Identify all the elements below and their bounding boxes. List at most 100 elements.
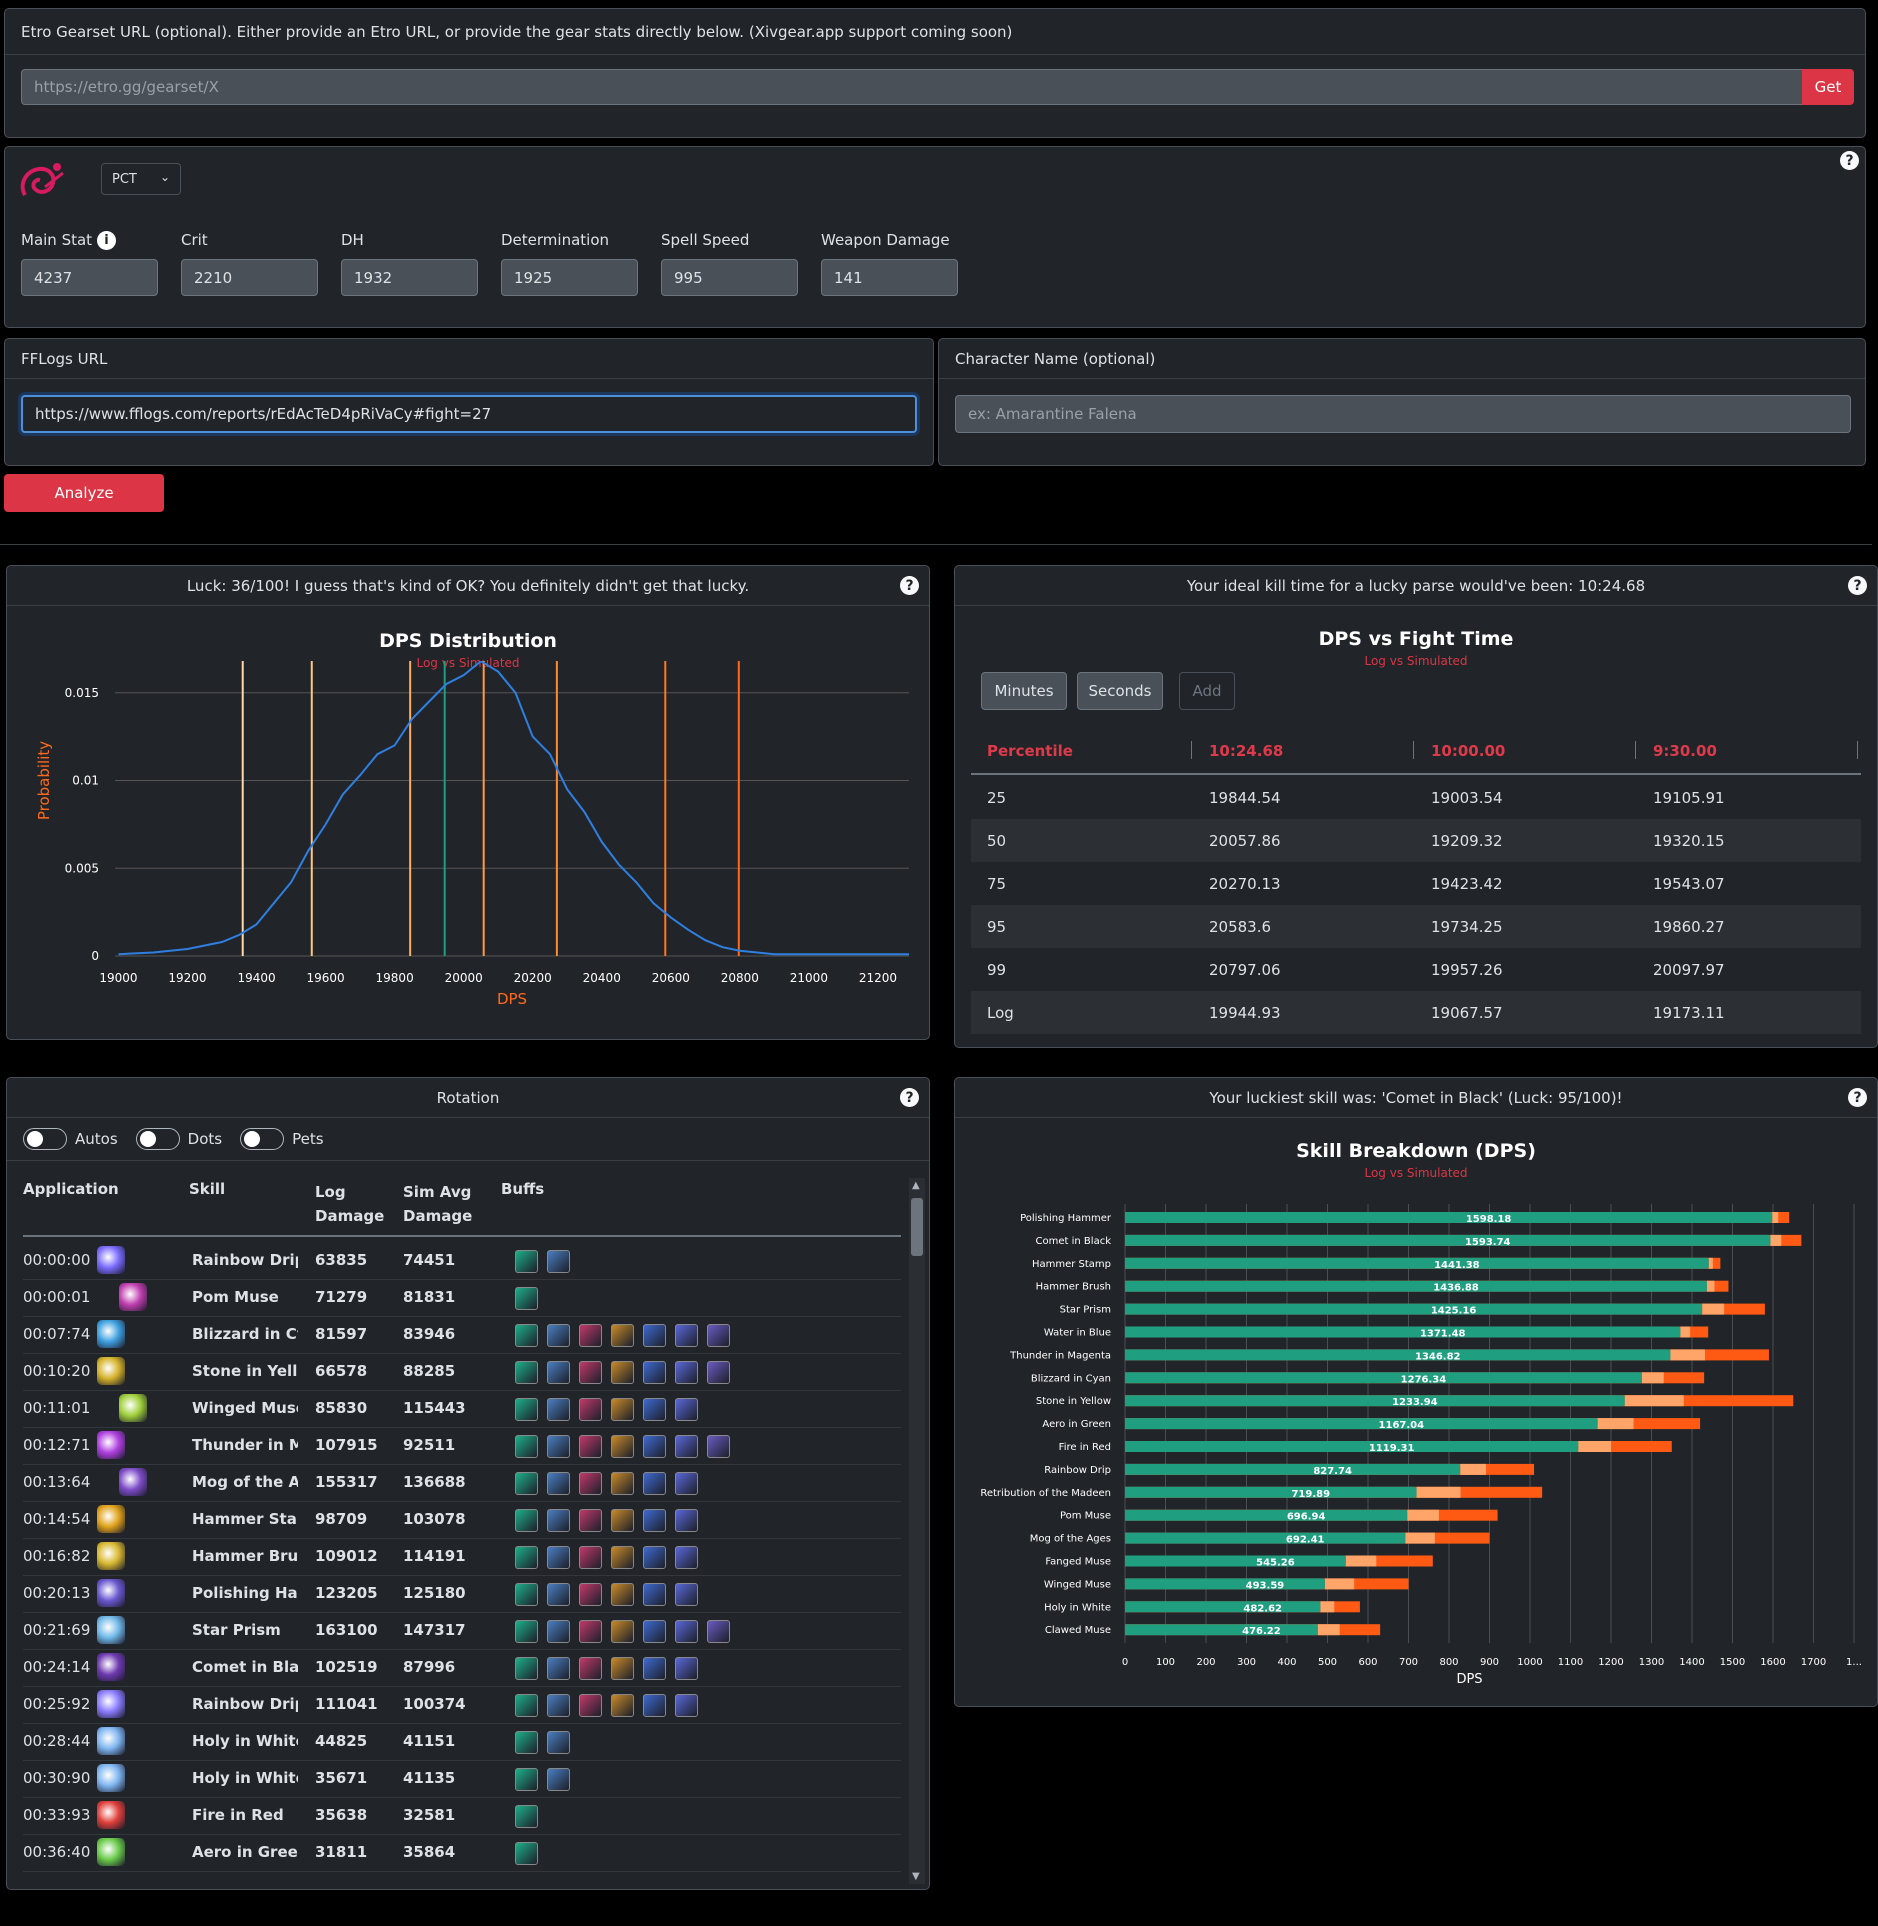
log-value-label: 1119.31: [1369, 1443, 1415, 1454]
percentile-cell: Log: [987, 1003, 1014, 1022]
rotation-row[interactable]: 00:25:92 Rainbow Drip 111041 100374: [23, 1686, 901, 1724]
dps-cell: 20797.06: [1209, 960, 1281, 979]
buff-icon: [547, 1398, 570, 1421]
time-cell: 00:33:93: [23, 1806, 91, 1824]
pets-toggle[interactable]: [240, 1128, 285, 1150]
character-label: Character Name (optional): [939, 339, 1865, 379]
weapon-damage-input[interactable]: 141: [821, 259, 958, 296]
rotation-row[interactable]: 00:28:44 Holy in White 44825 41151: [23, 1723, 901, 1761]
help-icon[interactable]: ?: [1840, 151, 1859, 170]
get-button[interactable]: Get: [1802, 69, 1854, 105]
seconds-button[interactable]: Seconds: [1077, 672, 1163, 710]
category-label: Hammer Stamp: [1032, 1259, 1111, 1270]
job-select[interactable]: PCT ⌄: [101, 163, 181, 195]
scrollbar-thumb[interactable]: [911, 1198, 923, 1256]
help-icon[interactable]: ?: [900, 576, 919, 595]
rotation-row[interactable]: 00:16:82 Hammer Brush 109012 114191: [23, 1538, 901, 1576]
simulated-bar-band: [1407, 1509, 1439, 1521]
rotation-row[interactable]: 00:20:13 Polishing Ham 123205 125180: [23, 1575, 901, 1613]
skill-name-cell: Thunder in Ma: [192, 1436, 298, 1454]
main-stat-input[interactable]: 4237: [21, 259, 158, 296]
buff-icon: [675, 1435, 698, 1458]
sim-damage-cell: 35864: [403, 1843, 456, 1861]
buff-icon: [579, 1509, 602, 1532]
autos-toggle[interactable]: [23, 1128, 67, 1150]
crit-input[interactable]: 2210: [181, 259, 318, 296]
log-value-label: 1425.16: [1431, 1306, 1477, 1317]
rotation-row[interactable]: 00:13:64 Mog of the Ag 155317 136688: [23, 1464, 901, 1502]
dps-distribution-chart: 00.0050.010.0150.02190001920019400196001…: [35, 661, 909, 1008]
table-row: 50 20057.86 19209.32 19320.15: [971, 819, 1861, 862]
buff-icon: [675, 1694, 698, 1717]
time-cell: 00:30:90: [23, 1769, 91, 1787]
determination-input[interactable]: 1925: [501, 259, 638, 296]
sim-damage-cell: 115443: [403, 1399, 466, 1417]
help-icon[interactable]: ?: [1848, 576, 1867, 595]
rotation-row[interactable]: 00:30:90 Holy in White 35671 41135: [23, 1760, 901, 1798]
rotation-row[interactable]: 00:14:54 Hammer Stamp 98709 103078: [23, 1501, 901, 1539]
col-divider: [1413, 741, 1414, 759]
percentile-cell: 95: [987, 917, 1007, 936]
weapon-damage-label: Weapon Damage: [821, 231, 950, 249]
time-cell: 00:13:64: [23, 1473, 91, 1491]
rotation-row[interactable]: 00:10:20 Stone in Yellov 66578 88285: [23, 1353, 901, 1391]
fflogs-url-input[interactable]: https://www.fflogs.com/reports/rEdAcTeD4…: [21, 395, 917, 433]
info-icon[interactable]: i: [97, 231, 116, 250]
dps-distribution-subtitle: Log vs Simulated: [416, 656, 520, 670]
time-cell: 00:00:01: [23, 1288, 91, 1306]
rotation-row[interactable]: 00:11:01 Winged Muse 85830 115443: [23, 1390, 901, 1428]
log-value-label: 827.74: [1313, 1466, 1352, 1477]
luck-header: Luck: 36/100! I guess that's kind of OK?…: [7, 566, 929, 606]
skill-icon: [119, 1394, 147, 1422]
skill-icon: [97, 1727, 125, 1755]
log-bar: [1125, 1212, 1773, 1223]
etro-url-input[interactable]: https://etro.gg/gearset/X: [21, 69, 1805, 105]
character-name-input[interactable]: ex: Amarantine Falena: [955, 395, 1851, 433]
rotation-row[interactable]: 00:36:40 Aero in Green 31811 35864: [23, 1834, 901, 1872]
scrollbar[interactable]: ▲ ▼: [909, 1178, 925, 1884]
buff-icon: [515, 1694, 538, 1717]
col-skill: Skill: [189, 1180, 226, 1198]
buff-icon: [643, 1435, 666, 1458]
log-damage-cell: 63835: [315, 1251, 368, 1269]
log-value-label: 1598.18: [1466, 1214, 1512, 1225]
log-damage-cell: 109012: [315, 1547, 378, 1565]
rotation-row[interactable]: 00:00:01 Pom Muse 71279 81831: [23, 1279, 901, 1317]
dps-distribution-title: DPS Distribution: [379, 630, 557, 652]
minutes-button[interactable]: Minutes: [981, 672, 1067, 710]
x-tick-label: 19400: [237, 971, 275, 985]
rotation-row[interactable]: 00:00:00 Rainbow Drip 63835 74451: [23, 1242, 901, 1280]
buff-icon: [579, 1694, 602, 1717]
sim-damage-cell: 81831: [403, 1288, 456, 1306]
dh-input[interactable]: 1932: [341, 259, 478, 296]
analyze-button[interactable]: Analyze: [4, 474, 164, 512]
log-damage-cell: 163100: [315, 1621, 378, 1639]
log-bar: [1125, 1486, 1417, 1498]
x-tick-label: 300: [1237, 1657, 1256, 1668]
rotation-row[interactable]: 00:07:74 Blizzard in Cya 81597 83946: [23, 1316, 901, 1354]
col-time-2: 10:00.00: [1431, 741, 1506, 760]
dots-toggle[interactable]: [135, 1128, 180, 1150]
rotation-row[interactable]: 00:21:69 Star Prism 163100 147317: [23, 1612, 901, 1650]
log-value-label: 476.22: [1242, 1626, 1281, 1637]
skill-name-cell: Hammer Stamp: [192, 1510, 298, 1528]
buff-icon: [547, 1620, 570, 1643]
buff-icon: [611, 1509, 634, 1532]
spell-speed-input[interactable]: 995: [661, 259, 798, 296]
buff-icon: [643, 1361, 666, 1384]
add-button[interactable]: Add: [1179, 672, 1235, 710]
log-value-label: 1167.04: [1379, 1420, 1425, 1431]
rotation-row[interactable]: 00:24:14 Comet in Black 102519 87996: [23, 1649, 901, 1687]
dps-cell: 20270.13: [1209, 874, 1281, 893]
time-cell: 00:10:20: [23, 1362, 91, 1380]
help-icon[interactable]: ?: [1848, 1088, 1867, 1107]
help-icon[interactable]: ?: [900, 1088, 919, 1107]
scroll-up-icon[interactable]: ▲: [912, 1180, 920, 1191]
x-tick-label: 20400: [583, 971, 621, 985]
scroll-down-icon[interactable]: ▼: [912, 1871, 920, 1882]
rotation-row[interactable]: 00:33:93 Fire in Red 35638 32581: [23, 1797, 901, 1835]
sim-damage-cell: 41151: [403, 1732, 456, 1750]
skill-name-cell: Holy in White: [192, 1769, 298, 1787]
x-tick-label: 1400: [1679, 1657, 1704, 1668]
rotation-row[interactable]: 00:12:71 Thunder in Ma 107915 92511: [23, 1427, 901, 1465]
